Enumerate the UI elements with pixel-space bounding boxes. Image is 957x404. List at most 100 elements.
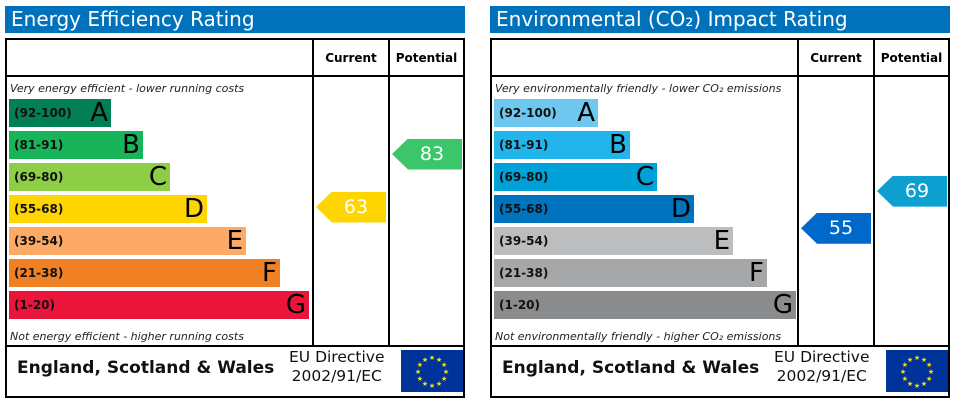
current-rating-arrow: 55	[801, 212, 871, 244]
band-letter: B	[122, 130, 140, 160]
svg-text:★: ★	[914, 354, 920, 362]
band-e: (39-54) E	[9, 227, 246, 255]
header-divider	[492, 75, 948, 77]
svg-text:★: ★	[914, 382, 920, 390]
band-range: (1-20)	[14, 298, 55, 312]
svg-text:★: ★	[417, 375, 423, 383]
potential-rating-arrow: 69	[877, 175, 947, 207]
band-g: (1-20) G	[9, 291, 309, 319]
svg-text:★: ★	[415, 368, 421, 376]
band-range: (69-80)	[499, 170, 549, 184]
svg-text:★: ★	[921, 356, 927, 364]
band-range: (55-68)	[14, 202, 64, 216]
band-g: (1-20) G	[494, 291, 796, 319]
eu-directive: EU Directive 2002/91/EC	[289, 348, 385, 386]
band-range: (21-38)	[14, 266, 64, 280]
band-f: (21-38) F	[494, 259, 767, 287]
chart-title: Energy Efficiency Rating	[5, 6, 465, 33]
header-divider	[7, 75, 463, 77]
band-range: (21-38)	[499, 266, 549, 280]
svg-text:★: ★	[436, 380, 442, 388]
svg-text:★: ★	[429, 354, 435, 362]
column-divider	[388, 40, 390, 346]
svg-text:★: ★	[441, 375, 447, 383]
band-c: (69-80) C	[9, 163, 170, 191]
band-letter: E	[226, 226, 243, 256]
bottom-note: Not environmentally friendly - higher CO…	[495, 330, 782, 343]
rating-table: Current Potential Very energy efficient - …	[5, 38, 465, 398]
band-letter: C	[148, 162, 167, 192]
column-divider	[873, 40, 875, 346]
band-letter: G	[772, 290, 793, 320]
band-letter: E	[713, 226, 730, 256]
footer-divider	[492, 345, 948, 347]
svg-text:★: ★	[900, 368, 906, 376]
svg-text:★: ★	[422, 380, 428, 388]
potential-rating-arrow: 83	[392, 138, 462, 170]
potential-column-header: Potential	[395, 51, 458, 65]
svg-text:★: ★	[443, 368, 449, 376]
band-range: (92-100)	[14, 106, 72, 120]
svg-text:★: ★	[907, 380, 913, 388]
band-a: (92-100) A	[494, 99, 598, 127]
band-letter: C	[635, 162, 654, 192]
eu-flag-icon: ★ ★ ★ ★ ★ ★ ★ ★ ★ ★ ★ ★	[401, 350, 463, 392]
band-letter: B	[609, 130, 627, 160]
chart-title: Environmental (CO₂) Impact Rating	[490, 6, 950, 33]
band-f: (21-38) F	[9, 259, 280, 287]
directive-line-2: 2002/91/EC	[776, 367, 867, 385]
band-range: (1-20)	[499, 298, 540, 312]
band-letter: A	[90, 98, 108, 128]
band-letter: D	[670, 194, 691, 224]
column-divider	[312, 40, 314, 346]
footer-region: England, Scotland & Wales	[17, 358, 275, 378]
bottom-note: Not energy efficient - higher running co…	[10, 330, 244, 343]
energy-efficiency-panel: Energy Efficiency Rating Current Potential…	[5, 6, 465, 398]
eu-directive: EU Directive 2002/91/EC	[774, 348, 870, 386]
band-c: (69-80) C	[494, 163, 657, 191]
band-letter: G	[285, 290, 306, 320]
band-a: (92-100) A	[9, 99, 111, 127]
band-range: (39-54)	[14, 234, 64, 248]
svg-text:★: ★	[926, 375, 932, 383]
band-d: (55-68) D	[494, 195, 694, 223]
environmental-impact-panel: Environmental (CO₂) Impact Rating Current…	[490, 6, 950, 398]
band-letter: D	[183, 194, 204, 224]
svg-text:★: ★	[921, 380, 927, 388]
svg-text:★: ★	[422, 356, 428, 364]
svg-text:★: ★	[436, 356, 442, 364]
svg-text:★: ★	[417, 361, 423, 369]
svg-text:★: ★	[926, 361, 932, 369]
top-note: Very energy efficient - lower running co…	[10, 82, 245, 95]
current-column-header: Current	[325, 51, 377, 65]
top-note: Very environmentally friendly - lower CO…	[495, 82, 782, 95]
band-range: (55-68)	[499, 202, 549, 216]
potential-column-header: Potential	[880, 51, 943, 65]
current-column-header: Current	[810, 51, 862, 65]
band-b: (81-91) B	[9, 131, 143, 159]
band-b: (81-91) B	[494, 131, 630, 159]
svg-text:★: ★	[441, 361, 447, 369]
band-d: (55-68) D	[9, 195, 207, 223]
band-letter: A	[577, 98, 595, 128]
band-letter: F	[749, 258, 764, 288]
svg-text:★: ★	[429, 382, 435, 390]
current-rating-arrow: 63	[316, 191, 386, 223]
svg-text:★: ★	[928, 368, 934, 376]
directive-line-1: EU Directive	[774, 348, 870, 366]
svg-text:★: ★	[902, 361, 908, 369]
directive-line-2: 2002/91/EC	[291, 367, 382, 385]
svg-text:★: ★	[907, 356, 913, 364]
eu-flag-icon: ★ ★ ★ ★ ★ ★ ★ ★ ★ ★ ★ ★	[886, 350, 948, 392]
footer-region: England, Scotland & Wales	[502, 358, 760, 378]
column-divider	[797, 40, 799, 346]
band-range: (39-54)	[499, 234, 549, 248]
band-e: (39-54) E	[494, 227, 733, 255]
svg-text:★: ★	[902, 375, 908, 383]
band-range: (92-100)	[499, 106, 557, 120]
rating-table: Current Potential Very environmentally fri…	[490, 38, 950, 398]
band-range: (69-80)	[14, 170, 64, 184]
footer-divider	[7, 345, 463, 347]
directive-line-1: EU Directive	[289, 348, 385, 366]
band-range: (81-91)	[499, 138, 549, 152]
